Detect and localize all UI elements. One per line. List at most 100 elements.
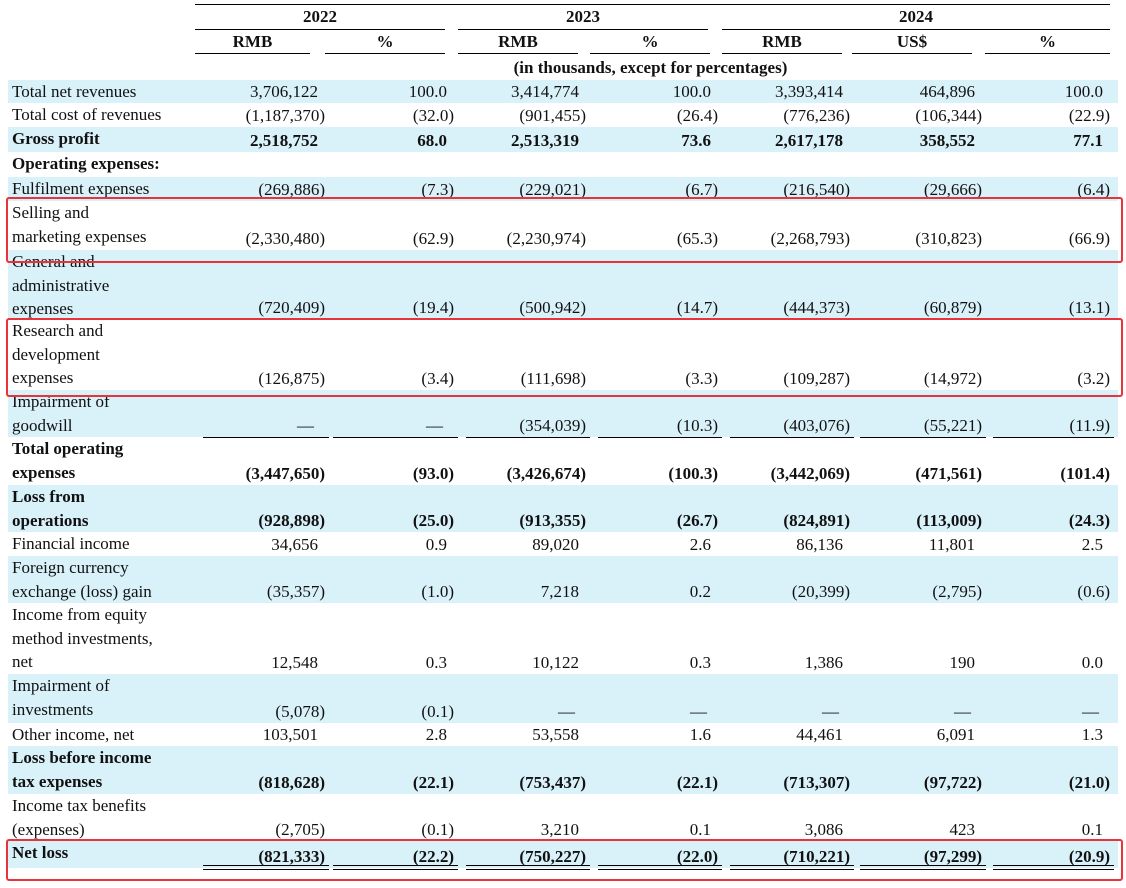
double-underline (333, 865, 458, 870)
row-value: 0.3 (425, 652, 447, 672)
row-value: (97,299) (923, 846, 982, 866)
highlight-net-loss (6, 839, 1123, 881)
row-label: Selling and marketing expenses (12, 203, 147, 246)
table-row: Selling and marketing expenses (2,330,480… (8, 201, 1118, 250)
row-label: Operating expenses: (12, 154, 160, 173)
row-value: 1,386 (804, 652, 843, 672)
row-shading (8, 127, 1118, 152)
subheader-rule-4 (590, 53, 710, 54)
row-value: 86,136 (796, 534, 843, 554)
row-value: 44,461 (796, 724, 843, 744)
row-label: Loss before income tax expenses (12, 748, 152, 791)
row-value: (710,221) (783, 846, 850, 866)
row-value: (269,886) (258, 179, 325, 199)
row-value: (35,357) (266, 581, 325, 601)
table-row: Net loss (821,333) (22.2) (750,227) (22.0) (7… (8, 841, 1118, 870)
row-value: (97,722) (923, 772, 982, 792)
subheader-rule-2 (325, 53, 445, 54)
row-value: (10.3) (676, 415, 718, 435)
row-value: (3.3) (685, 368, 718, 388)
row-value: 1.6 (689, 724, 711, 744)
row-value: 2,617,178 (775, 130, 843, 150)
row-value: (750,227) (519, 846, 586, 866)
row-value: (3.2) (1077, 368, 1110, 388)
row-value: 0.3 (689, 652, 711, 672)
row-value: (0.1) (421, 701, 454, 721)
underline (333, 437, 458, 438)
row-value: (3.4) (421, 368, 454, 388)
units-note: (in thousands, except for percentages) (513, 58, 788, 77)
row-shading (8, 556, 1118, 603)
row-value: (20,399) (791, 581, 850, 601)
double-underline (993, 865, 1114, 870)
subheader-rule-6 (852, 53, 972, 54)
row-value: (100.3) (668, 463, 718, 483)
year-2023: 2023 (566, 7, 600, 26)
row-value: 3,414,774 (511, 81, 579, 101)
row-value: 0.9 (425, 534, 447, 554)
underline (466, 437, 590, 438)
table-row: Impairment of goodwill — — (354,039) (10.3) (… (8, 390, 1118, 438)
table-row: Total net revenues 3,706,122 100.0 3,414,77… (8, 80, 1118, 103)
row-label: Income from equity method investments, n… (12, 605, 153, 671)
row-value: (720,409) (258, 297, 325, 317)
row-value: (20.9) (1068, 846, 1110, 866)
subheader-rule-7 (985, 53, 1110, 54)
row-value: (93.0) (412, 463, 454, 483)
row-value: (2,705) (275, 819, 325, 839)
row-value: (2,330,480) (245, 228, 325, 248)
highlight-selling-marketing (6, 197, 1123, 263)
row-value: (0.1) (421, 819, 454, 839)
row-value: (3,426,674) (506, 463, 586, 483)
row-value: (25.0) (412, 510, 454, 530)
row-value: — (1082, 701, 1099, 721)
underline (730, 437, 854, 438)
row-value: (1,187,370) (245, 105, 325, 125)
row-value: (106,344) (915, 105, 982, 125)
table-row: Foreign currency exchange (loss) gain (35… (8, 556, 1118, 603)
row-label: Gross profit (12, 129, 100, 148)
row-value: (24.3) (1068, 510, 1110, 530)
row-value: 0.1 (1081, 819, 1103, 839)
row-value: 10,122 (532, 652, 579, 672)
col-header-2024-usd: US$ (896, 32, 928, 51)
row-value: (5,078) (275, 701, 325, 721)
year-2024: 2024 (899, 7, 933, 26)
row-value: 53,558 (532, 724, 579, 744)
subheader-rule-5 (722, 53, 842, 54)
row-value: (753,437) (519, 772, 586, 792)
row-value: (60,879) (923, 297, 982, 317)
underline (993, 437, 1114, 438)
row-value: (13.1) (1068, 297, 1110, 317)
row-value: (22.2) (412, 846, 454, 866)
highlight-research-development (6, 318, 1123, 397)
row-value: 12,548 (271, 652, 318, 672)
row-value: (21.0) (1068, 772, 1110, 792)
row-value: 2.5 (1081, 534, 1103, 554)
row-value: — (690, 701, 707, 721)
row-value: (2,268,793) (770, 228, 850, 248)
row-value: (2,795) (932, 581, 982, 601)
row-value: 190 (949, 652, 976, 672)
subheader-rule-1 (195, 53, 310, 54)
col-header-2024-pct: % (1039, 32, 1056, 51)
row-value: — (822, 701, 839, 721)
row-value: 3,210 (540, 819, 579, 839)
row-value: (354,039) (519, 415, 586, 435)
double-underline (860, 865, 986, 870)
table-row: Gross profit 2,518,752 68.0 2,513,319 73.6 2,… (8, 127, 1118, 152)
row-value: 34,656 (271, 534, 318, 554)
row-value: 11,801 (928, 534, 975, 554)
row-value: (113,009) (916, 510, 982, 530)
row-value: 0.0 (1081, 652, 1103, 672)
row-value: (403,076) (783, 415, 850, 435)
subheader-rule-3 (458, 53, 578, 54)
row-value: (109,287) (783, 368, 850, 388)
year-2024-rule (722, 29, 1110, 30)
row-value: (821,333) (258, 846, 325, 866)
row-value: (229,021) (519, 179, 586, 199)
row-value: (66.9) (1068, 228, 1110, 248)
row-label: Impairment of goodwill (12, 392, 110, 435)
row-value: (11.9) (1069, 415, 1110, 435)
